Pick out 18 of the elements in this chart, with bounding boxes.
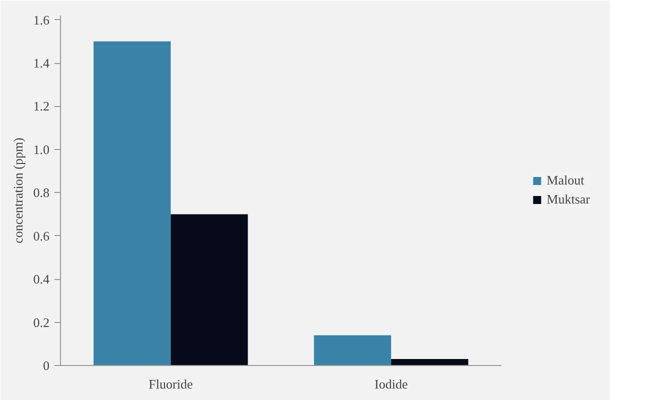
y-axis-title: concentration (ppm) — [10, 138, 26, 244]
x-tick-label: Fluoride — [148, 376, 193, 392]
y-tick-label: 0.6 — [33, 228, 50, 244]
y-tick-label: 0 — [43, 358, 50, 373]
x-tick-label: Iodide — [374, 376, 408, 392]
y-tick-label: 1.4 — [33, 56, 50, 71]
legend-label: Muktsar — [546, 192, 590, 208]
bar — [170, 214, 248, 366]
y-tick-label: 0.2 — [33, 314, 50, 330]
y-tick-label: 1.2 — [33, 98, 50, 114]
bar — [314, 335, 392, 366]
legend-label: Malout — [546, 172, 584, 188]
bar — [391, 359, 468, 366]
y-tick-label: 1.6 — [33, 12, 50, 28]
y-tick-label: 0.8 — [33, 185, 50, 200]
bar — [94, 41, 171, 366]
y-tick-label: 0.4 — [33, 272, 50, 287]
y-tick-label: 1.0 — [33, 142, 50, 157]
